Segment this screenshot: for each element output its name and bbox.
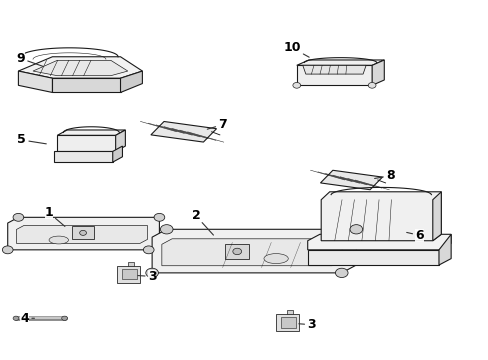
Polygon shape (302, 65, 366, 74)
Text: 3: 3 (138, 270, 156, 283)
Circle shape (13, 316, 19, 320)
Circle shape (154, 213, 164, 221)
Text: 7: 7 (207, 118, 226, 131)
Polygon shape (296, 65, 371, 85)
Polygon shape (128, 262, 134, 266)
Polygon shape (224, 244, 249, 259)
Polygon shape (438, 234, 450, 265)
Circle shape (61, 316, 67, 320)
Polygon shape (19, 57, 142, 78)
Ellipse shape (264, 253, 287, 264)
Circle shape (349, 225, 362, 234)
Polygon shape (287, 310, 292, 314)
Polygon shape (320, 170, 382, 190)
Text: 2: 2 (191, 209, 213, 235)
Text: 4: 4 (20, 312, 34, 325)
Polygon shape (296, 60, 384, 65)
Circle shape (13, 213, 24, 221)
Polygon shape (17, 225, 147, 243)
Text: 9: 9 (17, 52, 43, 67)
Polygon shape (57, 135, 116, 152)
Circle shape (292, 82, 300, 88)
Polygon shape (432, 192, 440, 241)
Polygon shape (19, 71, 52, 93)
Polygon shape (57, 130, 125, 135)
Text: 3: 3 (298, 318, 315, 331)
Text: 1: 1 (44, 206, 65, 226)
Polygon shape (52, 78, 120, 93)
Text: 10: 10 (283, 41, 308, 57)
Polygon shape (281, 317, 295, 328)
Polygon shape (117, 266, 140, 283)
Text: 6: 6 (406, 229, 423, 242)
Ellipse shape (49, 236, 68, 244)
Polygon shape (33, 60, 127, 76)
Text: 5: 5 (18, 134, 46, 147)
Polygon shape (321, 192, 440, 241)
Circle shape (80, 230, 86, 235)
Polygon shape (307, 234, 450, 250)
Text: 8: 8 (374, 169, 394, 182)
Polygon shape (371, 60, 384, 85)
Circle shape (143, 246, 154, 254)
Circle shape (145, 268, 158, 278)
Circle shape (2, 246, 13, 254)
Polygon shape (152, 229, 356, 273)
Polygon shape (8, 217, 159, 250)
Polygon shape (151, 121, 216, 142)
Polygon shape (116, 130, 125, 152)
Polygon shape (122, 269, 137, 279)
Circle shape (232, 248, 241, 255)
Circle shape (367, 82, 375, 88)
Polygon shape (72, 226, 94, 239)
Polygon shape (54, 152, 113, 162)
Polygon shape (120, 71, 142, 93)
Circle shape (335, 268, 347, 278)
Circle shape (160, 225, 173, 234)
Polygon shape (113, 146, 122, 162)
Polygon shape (162, 239, 342, 266)
Polygon shape (307, 250, 438, 265)
Polygon shape (275, 314, 299, 332)
